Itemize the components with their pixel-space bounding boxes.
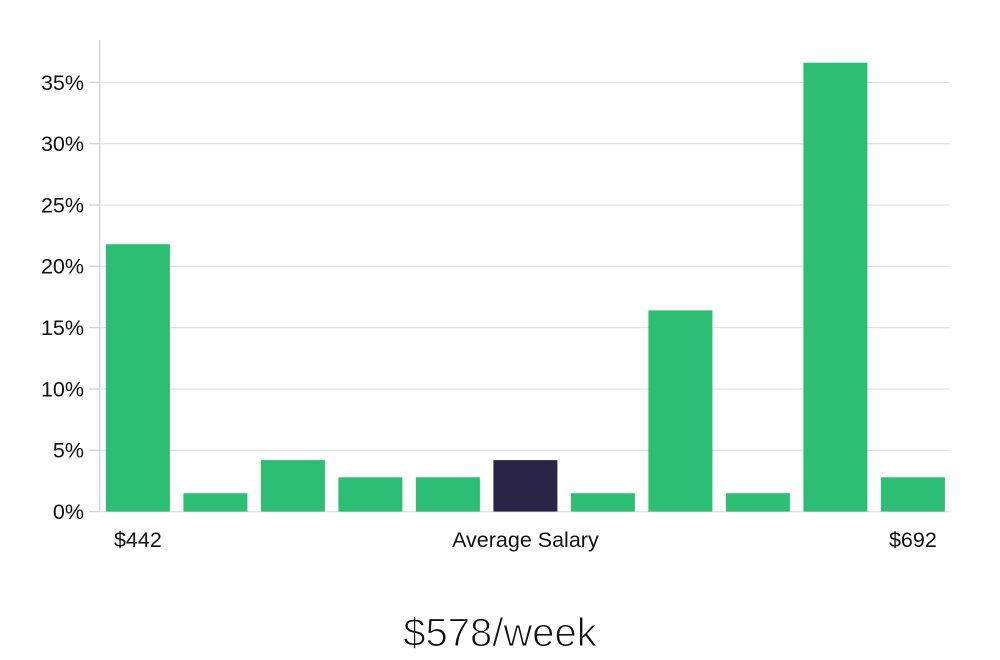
svg-text:30%: 30% bbox=[41, 132, 84, 156]
svg-text:15%: 15% bbox=[41, 316, 84, 340]
svg-text:10%: 10% bbox=[41, 377, 84, 401]
svg-text:Average Salary: Average Salary bbox=[452, 528, 599, 552]
svg-text:5%: 5% bbox=[53, 439, 84, 463]
svg-text:25%: 25% bbox=[41, 193, 84, 217]
svg-text:20%: 20% bbox=[41, 255, 84, 279]
svg-text:$442: $442 bbox=[114, 528, 162, 552]
svg-text:$578/week: $578/week bbox=[403, 611, 597, 655]
svg-text:0%: 0% bbox=[53, 500, 84, 524]
svg-text:$692: $692 bbox=[889, 528, 937, 552]
svg-text:35%: 35% bbox=[41, 71, 84, 95]
